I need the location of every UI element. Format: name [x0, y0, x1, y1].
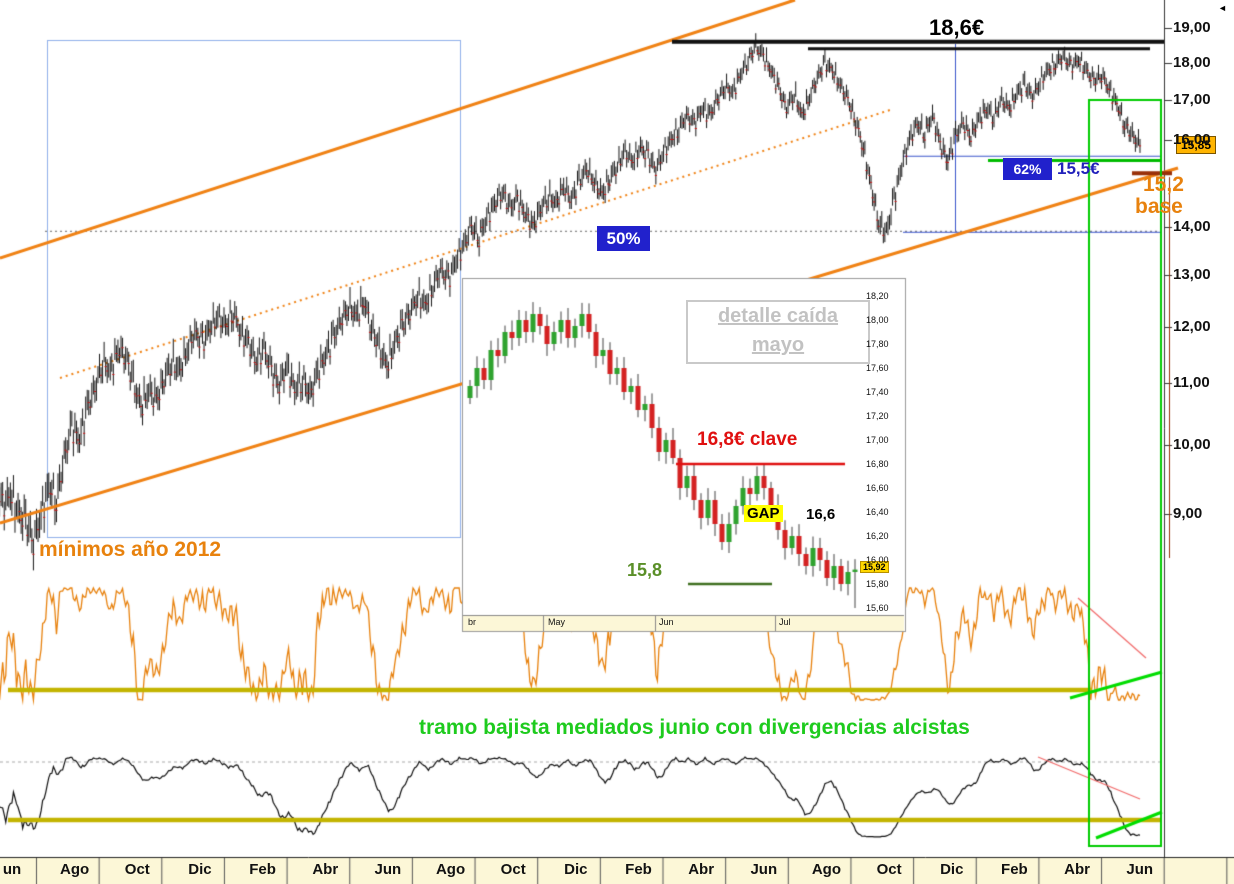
inset-axis-label: 15,80 — [866, 579, 889, 589]
inset-axis-label: 16,40 — [866, 507, 889, 517]
month-axis-label: Dic — [564, 861, 588, 878]
last-price-tag: 15,85 — [1176, 136, 1217, 154]
month-axis-label: Dic — [188, 861, 212, 878]
month-axis-label: Oct — [500, 861, 526, 878]
inset-title-line1: detalle caída — [717, 305, 839, 327]
divergence-note: tramo bajista mediados junio con diverge… — [419, 716, 970, 739]
month-axis-label: Abr — [1064, 861, 1090, 878]
price-axis-label: 13,00 — [1173, 265, 1211, 283]
inset-axis-label: 16,80 — [866, 459, 889, 469]
resistance-price-label: 18,6€ — [929, 15, 985, 40]
month-axis-label: Jun — [1126, 861, 1154, 878]
inset-axis-label: 17,20 — [866, 411, 889, 421]
inset-title-line2: mayo — [751, 334, 805, 356]
price-axis-label: 16,00 — [1173, 130, 1211, 148]
month-axis-label: Oct — [124, 861, 150, 878]
inset-title-box: detalle caída mayo — [686, 300, 870, 364]
inset-axis-label: 15,60 — [866, 603, 889, 613]
month-axis-label: Feb — [249, 861, 276, 878]
inset-month-label: May — [548, 617, 566, 627]
inset-axis-label: 16,00 — [866, 555, 889, 565]
inset-low-label: 15,8 — [627, 560, 663, 580]
price-axis-label: 12,00 — [1173, 317, 1211, 335]
inset-axis-label: 17,80 — [866, 339, 889, 349]
inset-axis-label: 18,20 — [866, 291, 889, 301]
fib-62-badge: 62% — [1003, 158, 1052, 180]
inset-axis-label: 17,40 — [866, 387, 889, 397]
minimums-2012-label: mínimos año 2012 — [39, 538, 222, 561]
inset-axis-label: 18,00 — [866, 315, 889, 325]
month-axis-label: un — [2, 861, 22, 878]
price-axis-label: 14,00 — [1173, 217, 1211, 235]
month-axis-label: Ago — [811, 861, 842, 878]
base-word-label: base — [1135, 195, 1183, 218]
month-axis-label: Abr — [312, 861, 339, 878]
inset-price-tag: 15,92 — [860, 561, 889, 573]
inset-gap-badge: GAP — [744, 505, 783, 522]
inset-month-label: br — [468, 617, 477, 627]
month-axis-label: Feb — [1001, 861, 1028, 878]
inset-axis-label: 17,00 — [866, 435, 889, 445]
inset-axis-label: 17,60 — [866, 363, 889, 373]
base-price-label: 15,2 — [1143, 173, 1184, 196]
month-axis-label: Jun — [374, 861, 402, 878]
price-axis-label: 11,00 — [1173, 374, 1210, 392]
scroll-arrow-icon[interactable]: ◄ — [1218, 3, 1227, 13]
inset-month-label: Jun — [659, 617, 674, 627]
price-axis-label: 19,00 — [1173, 19, 1211, 36]
month-axis-label: Feb — [625, 861, 652, 878]
inset-axis-label: 16,60 — [866, 483, 889, 493]
month-axis-label: Ago — [60, 861, 90, 878]
inset-month-label: Jul — [779, 617, 791, 627]
month-axis-label: Oct — [876, 861, 902, 878]
price-axis-label: 18,00 — [1173, 54, 1211, 72]
support-155-label: 15,5€ — [1057, 159, 1100, 178]
price-axis-label: 9,00 — [1173, 504, 1203, 522]
month-axis-label: Ago — [435, 861, 466, 878]
month-axis-label: Abr — [688, 861, 715, 878]
inset-axis-label: 16,20 — [866, 531, 889, 541]
inset-gap-price: 16,6 — [806, 506, 836, 523]
price-axis-label: 17,00 — [1173, 91, 1211, 109]
month-axis-label: Jun — [750, 861, 778, 878]
inset-key-level-label: 16,8€ clave — [697, 429, 798, 450]
month-axis-label: Dic — [940, 861, 964, 878]
fib-50-badge: 50% — [597, 226, 650, 251]
price-axis-label: 10,00 — [1173, 436, 1211, 454]
